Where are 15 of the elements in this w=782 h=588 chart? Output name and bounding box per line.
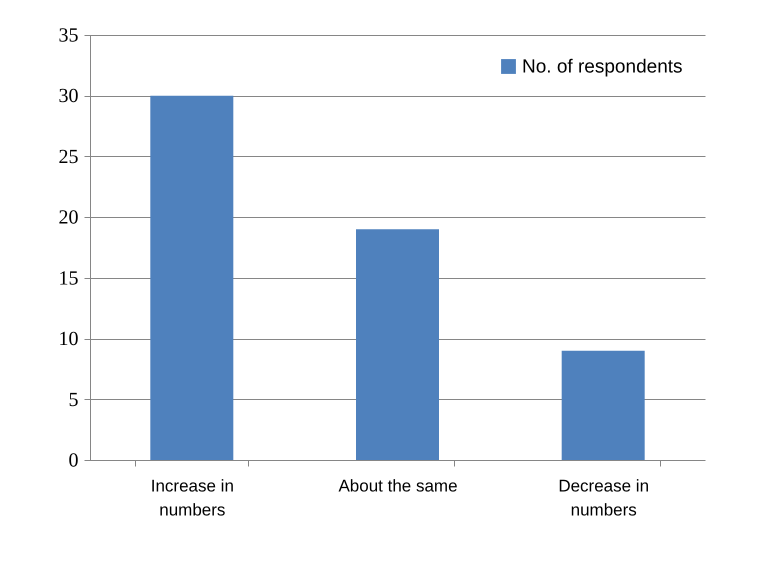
y-tick-label: 5 bbox=[68, 388, 78, 411]
y-tick-label: 20 bbox=[58, 206, 78, 229]
x-tick-label: About the same bbox=[338, 476, 458, 496]
y-tick-label: 25 bbox=[58, 146, 78, 168]
x-tick-label: Decrease in numbers bbox=[558, 476, 650, 520]
bar bbox=[356, 229, 439, 460]
y-tick-label: 10 bbox=[58, 328, 78, 350]
x-tick-label: Increase in numbers bbox=[150, 476, 234, 520]
bar bbox=[562, 350, 645, 460]
y-tick-label: 35 bbox=[58, 24, 78, 46]
y-tick-label: 15 bbox=[58, 267, 78, 290]
y-tick-label: 30 bbox=[58, 85, 78, 108]
legend-label: No. of respondents bbox=[522, 56, 683, 78]
y-tick-label: 0 bbox=[68, 450, 78, 472]
bar bbox=[150, 96, 234, 460]
